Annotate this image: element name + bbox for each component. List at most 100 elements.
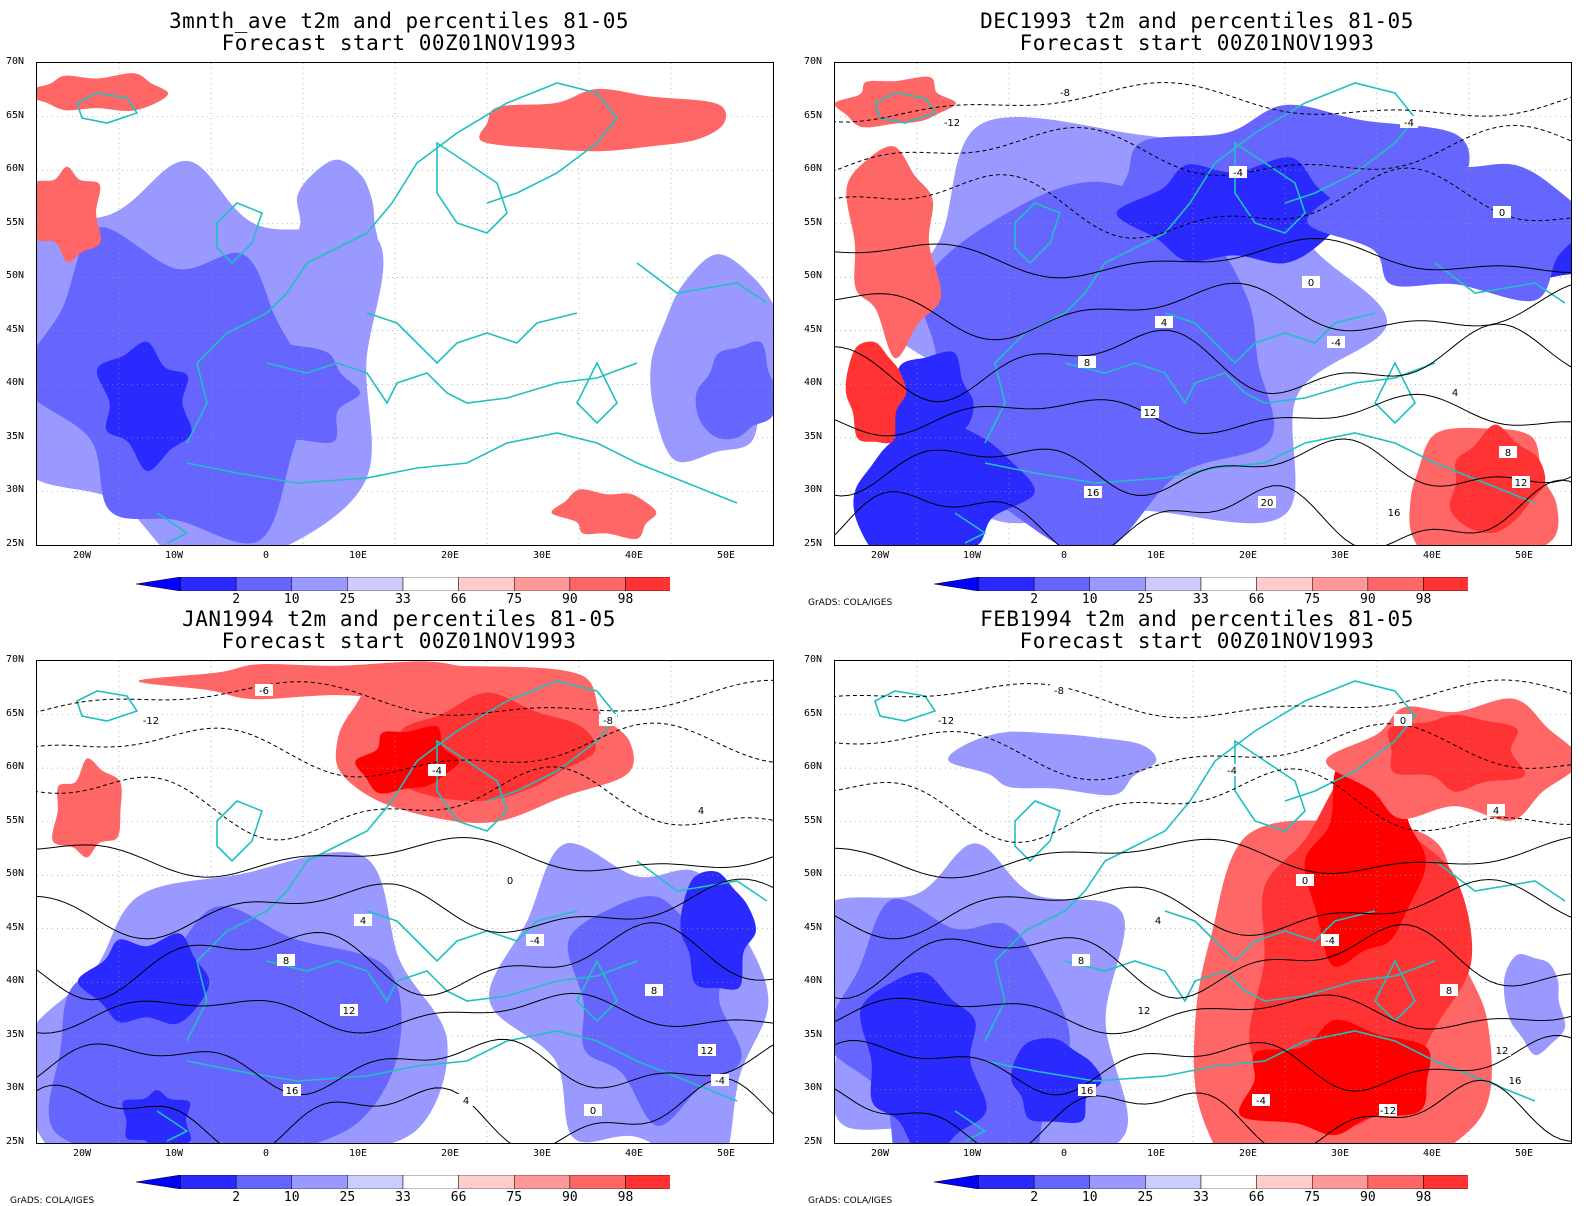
lat-tick-label: 55N: [6, 814, 25, 826]
lon-tick-label: 10E: [1146, 550, 1166, 561]
colorbar-label: 98: [617, 592, 634, 607]
contour-line: [835, 878, 1571, 940]
colorbar-segment: [514, 1175, 571, 1189]
contour-label: 12: [1496, 1046, 1509, 1057]
lat-tick-label: 70N: [6, 56, 25, 67]
contour-label: -4: [715, 1076, 725, 1087]
colorbar-segment: [402, 1175, 459, 1189]
map-svg: -12 -8 -4 0 4 8 12 16 -4 0 4 8 12 16 -12 -4: [835, 661, 1571, 1143]
coastline: [266, 362, 638, 405]
contour-label-bg: [1258, 496, 1276, 508]
lon-tick-label: 10W: [164, 1148, 184, 1159]
contour-label: 16: [286, 1086, 299, 1097]
lon-tick-label: 50E: [716, 1148, 736, 1159]
lat-tick-label: 35N: [804, 430, 823, 442]
lat-tick-label: 45N: [804, 323, 823, 335]
contour-label: -4: [1404, 118, 1414, 129]
lat-tick-label: 30N: [6, 484, 25, 496]
contour-label-bg: [1499, 446, 1517, 458]
lon-tick-label: 0: [262, 550, 270, 561]
coastline: [186, 680, 619, 1042]
contour-label: 20: [1261, 498, 1274, 509]
percentile-shading: [680, 870, 756, 990]
lat-tick-label: 70N: [804, 654, 823, 665]
colorbar-segment: [625, 577, 670, 591]
lat-tick-label: 70N: [804, 56, 823, 67]
coastline: [1434, 262, 1566, 304]
map-plot-area: [36, 62, 774, 546]
lon-tick-label: 40E: [1422, 1148, 1442, 1159]
contour-line: [835, 82, 1571, 123]
lon-tick-label: 10E: [348, 550, 368, 561]
contour-label-bg: [1512, 476, 1530, 488]
coastline: [1234, 739, 1306, 832]
colorbar-segment: [291, 577, 348, 591]
contour-label: -6: [259, 686, 269, 697]
contour-label-bg: [943, 116, 961, 128]
contour-line: [835, 393, 1571, 437]
contour-label: 0: [590, 1106, 596, 1117]
map-panel-3month-average: 3mnth_ave t2m and percentiles 81-05 Fore…: [0, 0, 798, 607]
colorbar-segment: [1367, 577, 1424, 591]
contour-label: 16: [1081, 1086, 1094, 1097]
coastline: [1064, 362, 1436, 405]
colorbar-label: 10: [1081, 1190, 1098, 1205]
map-svg: [37, 63, 773, 545]
colorbar-segment: [1089, 577, 1146, 591]
lon-tick-label: 20W: [870, 550, 890, 561]
percentile-shading: [860, 972, 987, 1143]
contour-label: 8: [1078, 956, 1084, 967]
contour-label-bg: [1296, 874, 1314, 886]
colorbar-label: 66: [450, 592, 467, 607]
contour-label-bg: [1252, 1094, 1270, 1106]
map-panel-feb1994: FEB1994 t2m and percentiles 81-05 Foreca…: [798, 598, 1596, 1206]
colorbar-segment: [235, 577, 292, 591]
percentile-shading: [48, 906, 402, 1143]
contour-label-bg: [1141, 406, 1159, 418]
coastline: [186, 432, 738, 504]
panel-subtitle: Forecast start 00Z01NOV1993: [221, 629, 577, 653]
contour-label-bg: [1385, 506, 1403, 518]
grid-lines: [37, 661, 773, 1143]
contour-label: -12: [944, 118, 960, 129]
coastline: [1014, 800, 1061, 863]
colorbar-segment: [1145, 577, 1202, 591]
lon-tick-label: 40E: [1422, 550, 1442, 561]
colorbar-segment: [569, 577, 626, 591]
contour-label: 12: [1144, 408, 1157, 419]
contour-label: 16: [1388, 508, 1401, 519]
contour-label: -12: [1380, 1106, 1396, 1117]
temperature-contours: -12 -6 -4 0 4 8 12 16 -4 -8 4 8 12 -4 0 4: [37, 679, 773, 1143]
contour-label-bg: [1394, 714, 1412, 726]
percentile-shading: [853, 420, 1035, 545]
colorbar-low-arrow: [136, 1175, 181, 1189]
percentile-shading: [235, 341, 361, 444]
colorbar-label: 98: [1415, 592, 1432, 607]
lon-tick-label: 30E: [532, 1148, 552, 1159]
coastline: [436, 141, 508, 234]
contour-label-bg: [1487, 804, 1505, 816]
lat-tick-label: 50N: [6, 868, 25, 880]
lon-tick-label: 20W: [72, 1148, 92, 1159]
lat-tick-label: 45N: [6, 323, 25, 335]
coastline: [1064, 960, 1436, 1003]
grid-lines: [835, 661, 1571, 1143]
coastline: [1374, 361, 1416, 425]
contour-label-bg: [1446, 386, 1464, 398]
colorbar-segment: [625, 1175, 670, 1189]
percentile-shading: [52, 758, 122, 858]
colorbar-label: 98: [617, 1190, 634, 1205]
coastline: [186, 1030, 738, 1102]
contour-line: [37, 992, 773, 1034]
lon-tick-label: 0: [262, 1148, 270, 1159]
percentile-shading: [479, 88, 727, 152]
contour-label-bg: [1084, 486, 1102, 498]
shading-layer: [835, 76, 1571, 545]
lon-tick-label: 10W: [962, 1148, 982, 1159]
coastline: [436, 739, 508, 832]
contour-line: [37, 922, 773, 1001]
colorbar-label: 66: [1248, 1190, 1265, 1205]
lon-tick-label: 20W: [870, 1148, 890, 1159]
percentile-shading: [77, 933, 210, 1025]
colorbar-label: 90: [1360, 1190, 1376, 1205]
